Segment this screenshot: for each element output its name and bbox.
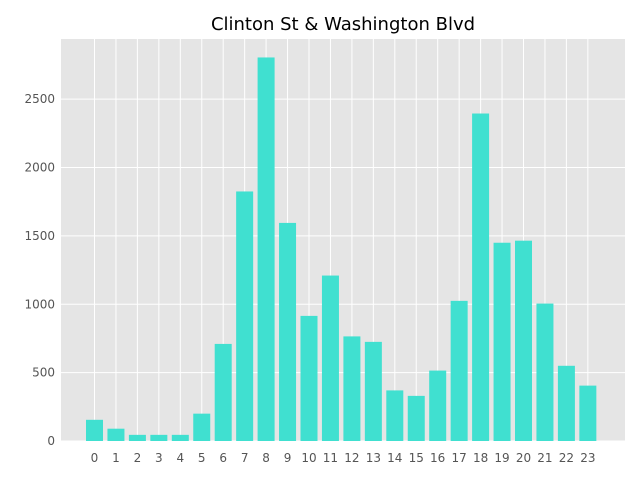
chart-title: Clinton St & Washington Blvd <box>211 14 475 35</box>
x-tick-label: 15 <box>409 451 424 465</box>
bar-hour-5 <box>193 413 211 441</box>
y-tick-label: 0 <box>47 434 55 448</box>
x-tick-label: 4 <box>176 451 184 465</box>
bar-hour-11 <box>321 275 339 441</box>
x-tick-label: 2 <box>134 451 142 465</box>
bar-hour-9 <box>279 222 297 441</box>
bars <box>86 57 597 442</box>
bar-hour-22 <box>557 365 575 441</box>
x-tick-label: 0 <box>91 451 99 465</box>
x-tick-label: 3 <box>155 451 163 465</box>
bar-hour-12 <box>343 336 361 441</box>
bar-hour-1 <box>107 428 125 441</box>
x-tick-label: 20 <box>516 451 531 465</box>
x-tick-label: 14 <box>387 451 402 465</box>
y-tick-label: 500 <box>32 366 55 380</box>
x-tick-label: 17 <box>452 451 467 465</box>
x-tick-label: 9 <box>284 451 292 465</box>
bar-hour-7 <box>236 191 254 441</box>
x-tick-label: 5 <box>198 451 206 465</box>
bar-hour-20 <box>515 240 532 441</box>
x-tick-label: 13 <box>366 451 381 465</box>
bar-hour-4 <box>171 434 189 441</box>
y-tick-label: 1000 <box>24 297 55 311</box>
x-tick-label: 19 <box>494 451 509 465</box>
bar-hour-0 <box>86 419 103 441</box>
bar-hour-21 <box>536 303 554 441</box>
bar-hour-23 <box>579 385 597 441</box>
x-tick-label: 11 <box>323 451 338 465</box>
x-tick-label: 7 <box>241 451 249 465</box>
bar-hour-6 <box>214 343 232 441</box>
x-tick-label: 23 <box>580 451 595 465</box>
bar-hour-14 <box>386 390 404 441</box>
bar-hour-8 <box>257 57 275 442</box>
x-tick-label: 18 <box>473 451 488 465</box>
bar-hour-17 <box>450 300 468 441</box>
x-tick-label: 16 <box>430 451 445 465</box>
x-tick-label: 22 <box>559 451 574 465</box>
x-tick-label: 21 <box>537 451 552 465</box>
bar-hour-15 <box>407 395 425 441</box>
x-tick-label: 8 <box>262 451 270 465</box>
bar-hour-19 <box>493 242 511 441</box>
bar-hour-16 <box>429 370 447 441</box>
y-tick-label: 2500 <box>24 92 55 106</box>
bar-hour-18 <box>472 113 490 441</box>
x-tick-label: 1 <box>112 451 120 465</box>
y-tick-labels: 0 500 1000 1500 2000 2500 <box>24 92 55 448</box>
bar-hour-2 <box>128 434 146 441</box>
x-tick-label: 12 <box>344 451 359 465</box>
bar-hour-3 <box>150 434 168 441</box>
x-tick-label: 10 <box>301 451 316 465</box>
y-tick-label: 1500 <box>24 229 55 243</box>
x-tick-label: 6 <box>219 451 227 465</box>
bar-hour-10 <box>300 315 318 441</box>
x-tick-labels: 0 1 2 3 4 5 6 7 8 9 10 11 12 13 14 15 16 17 18 19 20 21 22 23 <box>91 451 596 465</box>
bar-hour-13 <box>364 341 382 441</box>
y-tick-label: 2000 <box>24 161 55 175</box>
